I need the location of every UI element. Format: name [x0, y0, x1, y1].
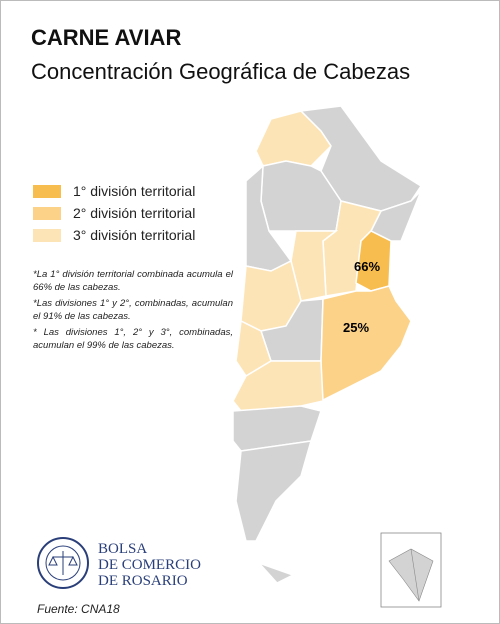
- logo-text: BOLSA DE COMERCIO DE ROSARIO: [98, 541, 201, 589]
- province: [320, 285, 412, 403]
- note: *Las divisiones 1° y 2°, combinadas, acu…: [33, 298, 233, 322]
- source: Fuente: CNA18: [37, 602, 120, 616]
- legend-swatch: [33, 228, 61, 242]
- note: * Las divisiones 1°, 2° y 3°, combinadas…: [33, 327, 233, 351]
- legend-item: 2° división territorial: [33, 205, 195, 221]
- note: *La 1° división territorial combinada ac…: [33, 269, 233, 293]
- legend-item: 1° división territorial: [33, 183, 195, 199]
- logo-seal: [37, 537, 89, 589]
- map-label: 25%: [343, 320, 369, 335]
- legend-label: 2° división territorial: [73, 205, 196, 221]
- legend-label: 3° división territorial: [73, 227, 196, 243]
- legend-swatch: [33, 206, 61, 220]
- logo-line: DE COMERCIO: [98, 557, 201, 573]
- inset: [380, 532, 442, 608]
- logo-line: BOLSA: [98, 541, 148, 557]
- subtitle: Concentración Geográfica de Cabezas: [31, 59, 411, 84]
- title: CARNE AVIAR: [31, 25, 182, 50]
- map-label: 66%: [354, 259, 380, 274]
- legend-label: 1° división territorial: [73, 183, 196, 199]
- provinces: [232, 105, 423, 584]
- province: [235, 440, 313, 542]
- logo-line: DE ROSARIO: [98, 573, 188, 589]
- province: [232, 360, 324, 412]
- legend-item: 3° división territorial: [33, 227, 195, 243]
- legend-swatch: [33, 184, 61, 198]
- province: [258, 562, 295, 584]
